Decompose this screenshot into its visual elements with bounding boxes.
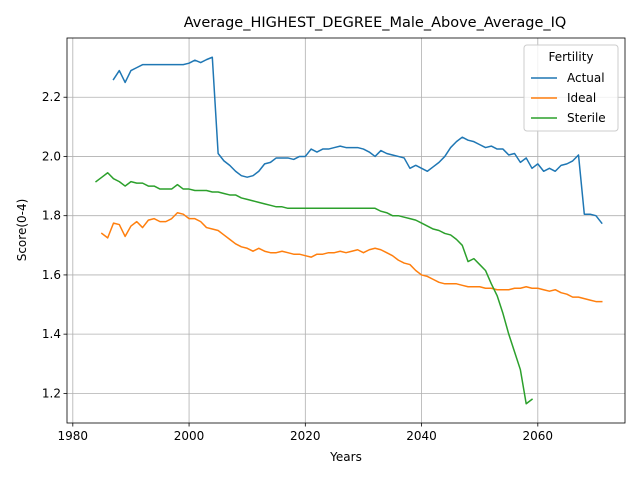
legend-box	[523, 44, 619, 132]
plot-frame	[66, 37, 626, 424]
y-tick-label: 1.2	[42, 386, 61, 400]
series-line-sterile	[95, 172, 534, 405]
x-tick-label: 2040	[406, 429, 437, 443]
legend: Fertility Actual Ideal Sterile	[523, 44, 619, 132]
axis-ticks: 1980 2000 2020 2040 2060 1.2 1.4 1.6 1.8 2.0 2.2	[42, 90, 553, 443]
series-line-ideal	[100, 211, 603, 303]
x-tick-label: 2060	[523, 429, 554, 443]
y-tick-label: 2.2	[42, 90, 61, 104]
y-axis-label: Score(0-4)	[15, 199, 29, 262]
x-tick-label: 1980	[58, 429, 89, 443]
legend-items: Actual Ideal Sterile	[531, 71, 606, 125]
legend-label-ideal: Ideal	[567, 91, 596, 105]
x-tick-label: 2000	[174, 429, 205, 443]
legend-label-sterile: Sterile	[567, 111, 606, 125]
chart-title: Average_HIGHEST_DEGREE_Male_Above_Averag…	[184, 15, 567, 31]
series-line-actual	[112, 56, 603, 225]
series-layer	[95, 56, 603, 405]
legend-label-actual: Actual	[567, 71, 605, 85]
y-tick-label: 1.8	[42, 209, 61, 223]
x-tick-label: 2020	[290, 429, 321, 443]
y-tick-label: 1.6	[42, 268, 61, 282]
legend-title: Fertility	[548, 50, 593, 64]
y-tick-label: 2.0	[42, 149, 61, 163]
y-tick-label: 1.4	[42, 327, 61, 341]
x-axis-label: Years	[329, 450, 362, 464]
